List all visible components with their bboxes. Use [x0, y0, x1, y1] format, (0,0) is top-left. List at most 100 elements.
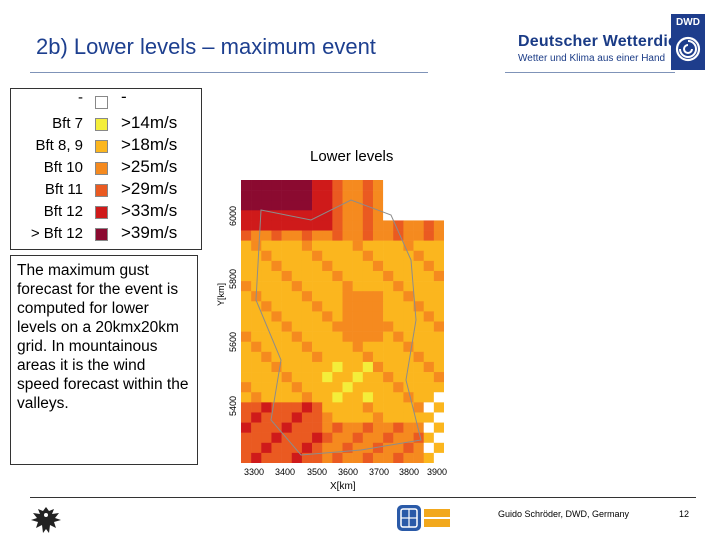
map-cell — [352, 392, 364, 403]
map-cell — [372, 230, 384, 241]
map-cell — [281, 240, 293, 252]
map-cell — [413, 412, 424, 423]
map-cell — [403, 372, 414, 383]
map-cell — [413, 291, 424, 302]
map-cell — [291, 392, 303, 403]
map-cell — [271, 220, 282, 231]
map-cell — [383, 432, 394, 444]
legend-swatch — [95, 206, 108, 219]
map-cell — [251, 452, 262, 463]
map-cell — [281, 220, 293, 231]
map-cell — [291, 372, 303, 383]
map-cell — [383, 361, 394, 373]
map-cell — [281, 452, 293, 463]
map-cell — [301, 432, 313, 444]
map-cell — [393, 240, 404, 252]
map-cell — [393, 180, 404, 191]
map-cell — [291, 200, 303, 211]
map-cell — [322, 311, 333, 322]
map-cell — [291, 331, 303, 343]
map-cell — [372, 351, 384, 363]
dwd-badge-text: DWD — [676, 17, 700, 28]
map-cell — [261, 402, 272, 413]
dwd-brand: Deutscher Wetterdienst Wetter und Klima … — [518, 33, 702, 64]
map-cell — [312, 190, 323, 201]
map-cell — [271, 452, 282, 463]
map-cell — [342, 372, 353, 383]
eagle-icon — [31, 507, 61, 533]
legend-swatch — [95, 184, 108, 197]
description-box: The maximum gust forecast for the event … — [10, 255, 198, 465]
map-cell — [312, 442, 323, 454]
map-cell — [251, 180, 262, 191]
legend-beaufort: Bft 8, 9 — [35, 137, 83, 154]
map-cell — [372, 331, 384, 343]
map-cell — [413, 301, 424, 312]
map-cell — [251, 432, 262, 444]
map-cell — [372, 392, 384, 403]
map-cell — [241, 361, 252, 373]
map-cell — [423, 270, 435, 282]
map-cell — [383, 452, 394, 463]
map-cell — [261, 240, 272, 252]
map-cell — [312, 250, 323, 262]
map-cell — [372, 250, 384, 262]
map-cell — [301, 331, 313, 343]
map-cell — [312, 372, 323, 383]
map-cell — [383, 351, 394, 363]
map-cell — [372, 220, 384, 231]
map-cell — [393, 260, 404, 272]
map-cell — [433, 311, 444, 322]
map-cell — [413, 180, 424, 191]
map-cell — [332, 361, 343, 373]
map-cell — [342, 432, 353, 444]
legend-speed: >39m/s — [121, 223, 178, 242]
map-cell — [342, 452, 353, 463]
map-cell — [342, 351, 353, 363]
map-cell — [413, 230, 424, 241]
map-cell — [352, 291, 364, 302]
map-cell — [413, 372, 424, 383]
y-axis-label: Y[km] — [216, 282, 226, 306]
map-cell — [241, 382, 252, 393]
map-cell — [281, 311, 293, 322]
map-cell — [312, 270, 323, 282]
map-cell — [271, 240, 282, 252]
map-cell — [291, 412, 303, 423]
map-cell — [423, 392, 435, 403]
map-cell — [352, 321, 364, 332]
legend-row: Bft 11 >29m/s — [11, 179, 201, 203]
map-cell — [332, 190, 343, 201]
map-cell — [403, 422, 414, 433]
map-cell — [423, 422, 435, 433]
map-cell — [251, 311, 262, 322]
map-cell — [271, 210, 282, 221]
map-cell — [271, 180, 282, 191]
map-cell — [281, 442, 293, 454]
map-cell — [403, 210, 414, 221]
map-cell — [332, 442, 343, 454]
map-cell — [322, 331, 333, 343]
map-cell — [352, 200, 364, 211]
map-cell — [251, 260, 262, 272]
map-cell — [261, 190, 272, 201]
map-cell — [433, 331, 444, 343]
map-cell — [342, 412, 353, 423]
map-cell — [251, 412, 262, 423]
map-cell — [241, 432, 252, 444]
map-cell — [332, 372, 343, 383]
map-cell — [271, 230, 282, 241]
map-cell — [301, 291, 313, 302]
map-cell — [322, 432, 333, 444]
map-cell — [362, 351, 374, 363]
map-cell — [301, 442, 313, 454]
map-cell — [413, 321, 424, 332]
map-cell — [261, 270, 272, 282]
map-cell — [281, 422, 293, 433]
map-cell — [403, 291, 414, 302]
map-cell — [413, 422, 424, 433]
map-cell — [241, 220, 252, 231]
map-cell — [393, 210, 404, 221]
map-cell — [413, 452, 424, 463]
map-cell — [433, 220, 444, 231]
